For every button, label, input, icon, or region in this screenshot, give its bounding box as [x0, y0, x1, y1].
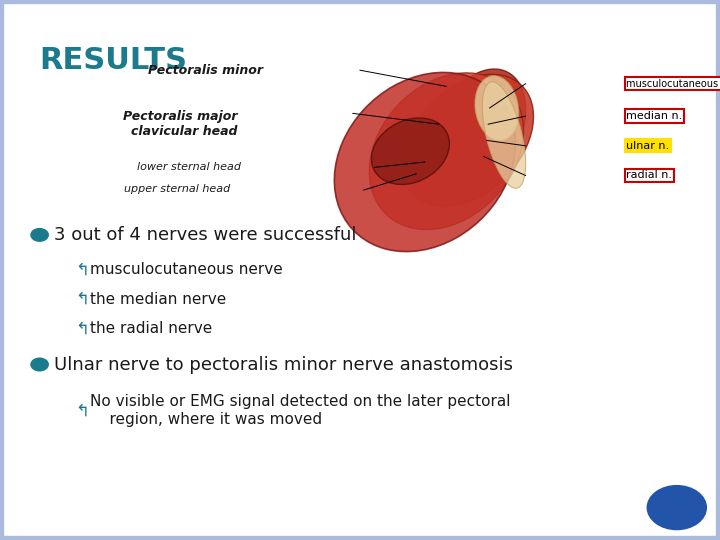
- Text: musculocutaneous nerve: musculocutaneous nerve: [90, 262, 283, 278]
- Text: lower sternal head: lower sternal head: [138, 163, 241, 172]
- Text: the radial nerve: the radial nerve: [90, 321, 212, 336]
- Text: ↰: ↰: [76, 290, 89, 308]
- Text: ↰: ↰: [76, 319, 89, 338]
- Text: No visible or EMG signal detected on the later pectoral
    region, where it was: No visible or EMG signal detected on the…: [90, 394, 510, 427]
- Text: musculocutaneous n.: musculocutaneous n.: [626, 79, 720, 89]
- Circle shape: [30, 357, 49, 372]
- Text: Ulnar nerve to pectoralis minor nerve anastomosis: Ulnar nerve to pectoralis minor nerve an…: [54, 355, 513, 374]
- Text: ↰: ↰: [76, 261, 89, 279]
- Text: Pectoralis major
clavicular head: Pectoralis major clavicular head: [123, 110, 238, 138]
- Text: RESULTS: RESULTS: [40, 46, 188, 75]
- Text: radial n.: radial n.: [626, 171, 672, 180]
- Ellipse shape: [369, 73, 523, 230]
- Circle shape: [30, 228, 49, 242]
- Circle shape: [647, 485, 707, 530]
- Ellipse shape: [334, 72, 516, 252]
- Ellipse shape: [475, 76, 518, 140]
- Text: median n.: median n.: [626, 111, 683, 121]
- Text: ulnar n.: ulnar n.: [626, 141, 670, 151]
- Text: upper sternal head: upper sternal head: [124, 184, 230, 194]
- Text: ↰: ↰: [76, 401, 89, 420]
- Text: Pectoralis minor: Pectoralis minor: [148, 64, 263, 77]
- Ellipse shape: [482, 82, 526, 188]
- Text: 3 out of 4 nerves were successful: 3 out of 4 nerves were successful: [54, 226, 356, 244]
- Ellipse shape: [402, 74, 534, 207]
- Ellipse shape: [372, 118, 449, 185]
- Text: the median nerve: the median nerve: [90, 292, 226, 307]
- Ellipse shape: [432, 69, 526, 190]
